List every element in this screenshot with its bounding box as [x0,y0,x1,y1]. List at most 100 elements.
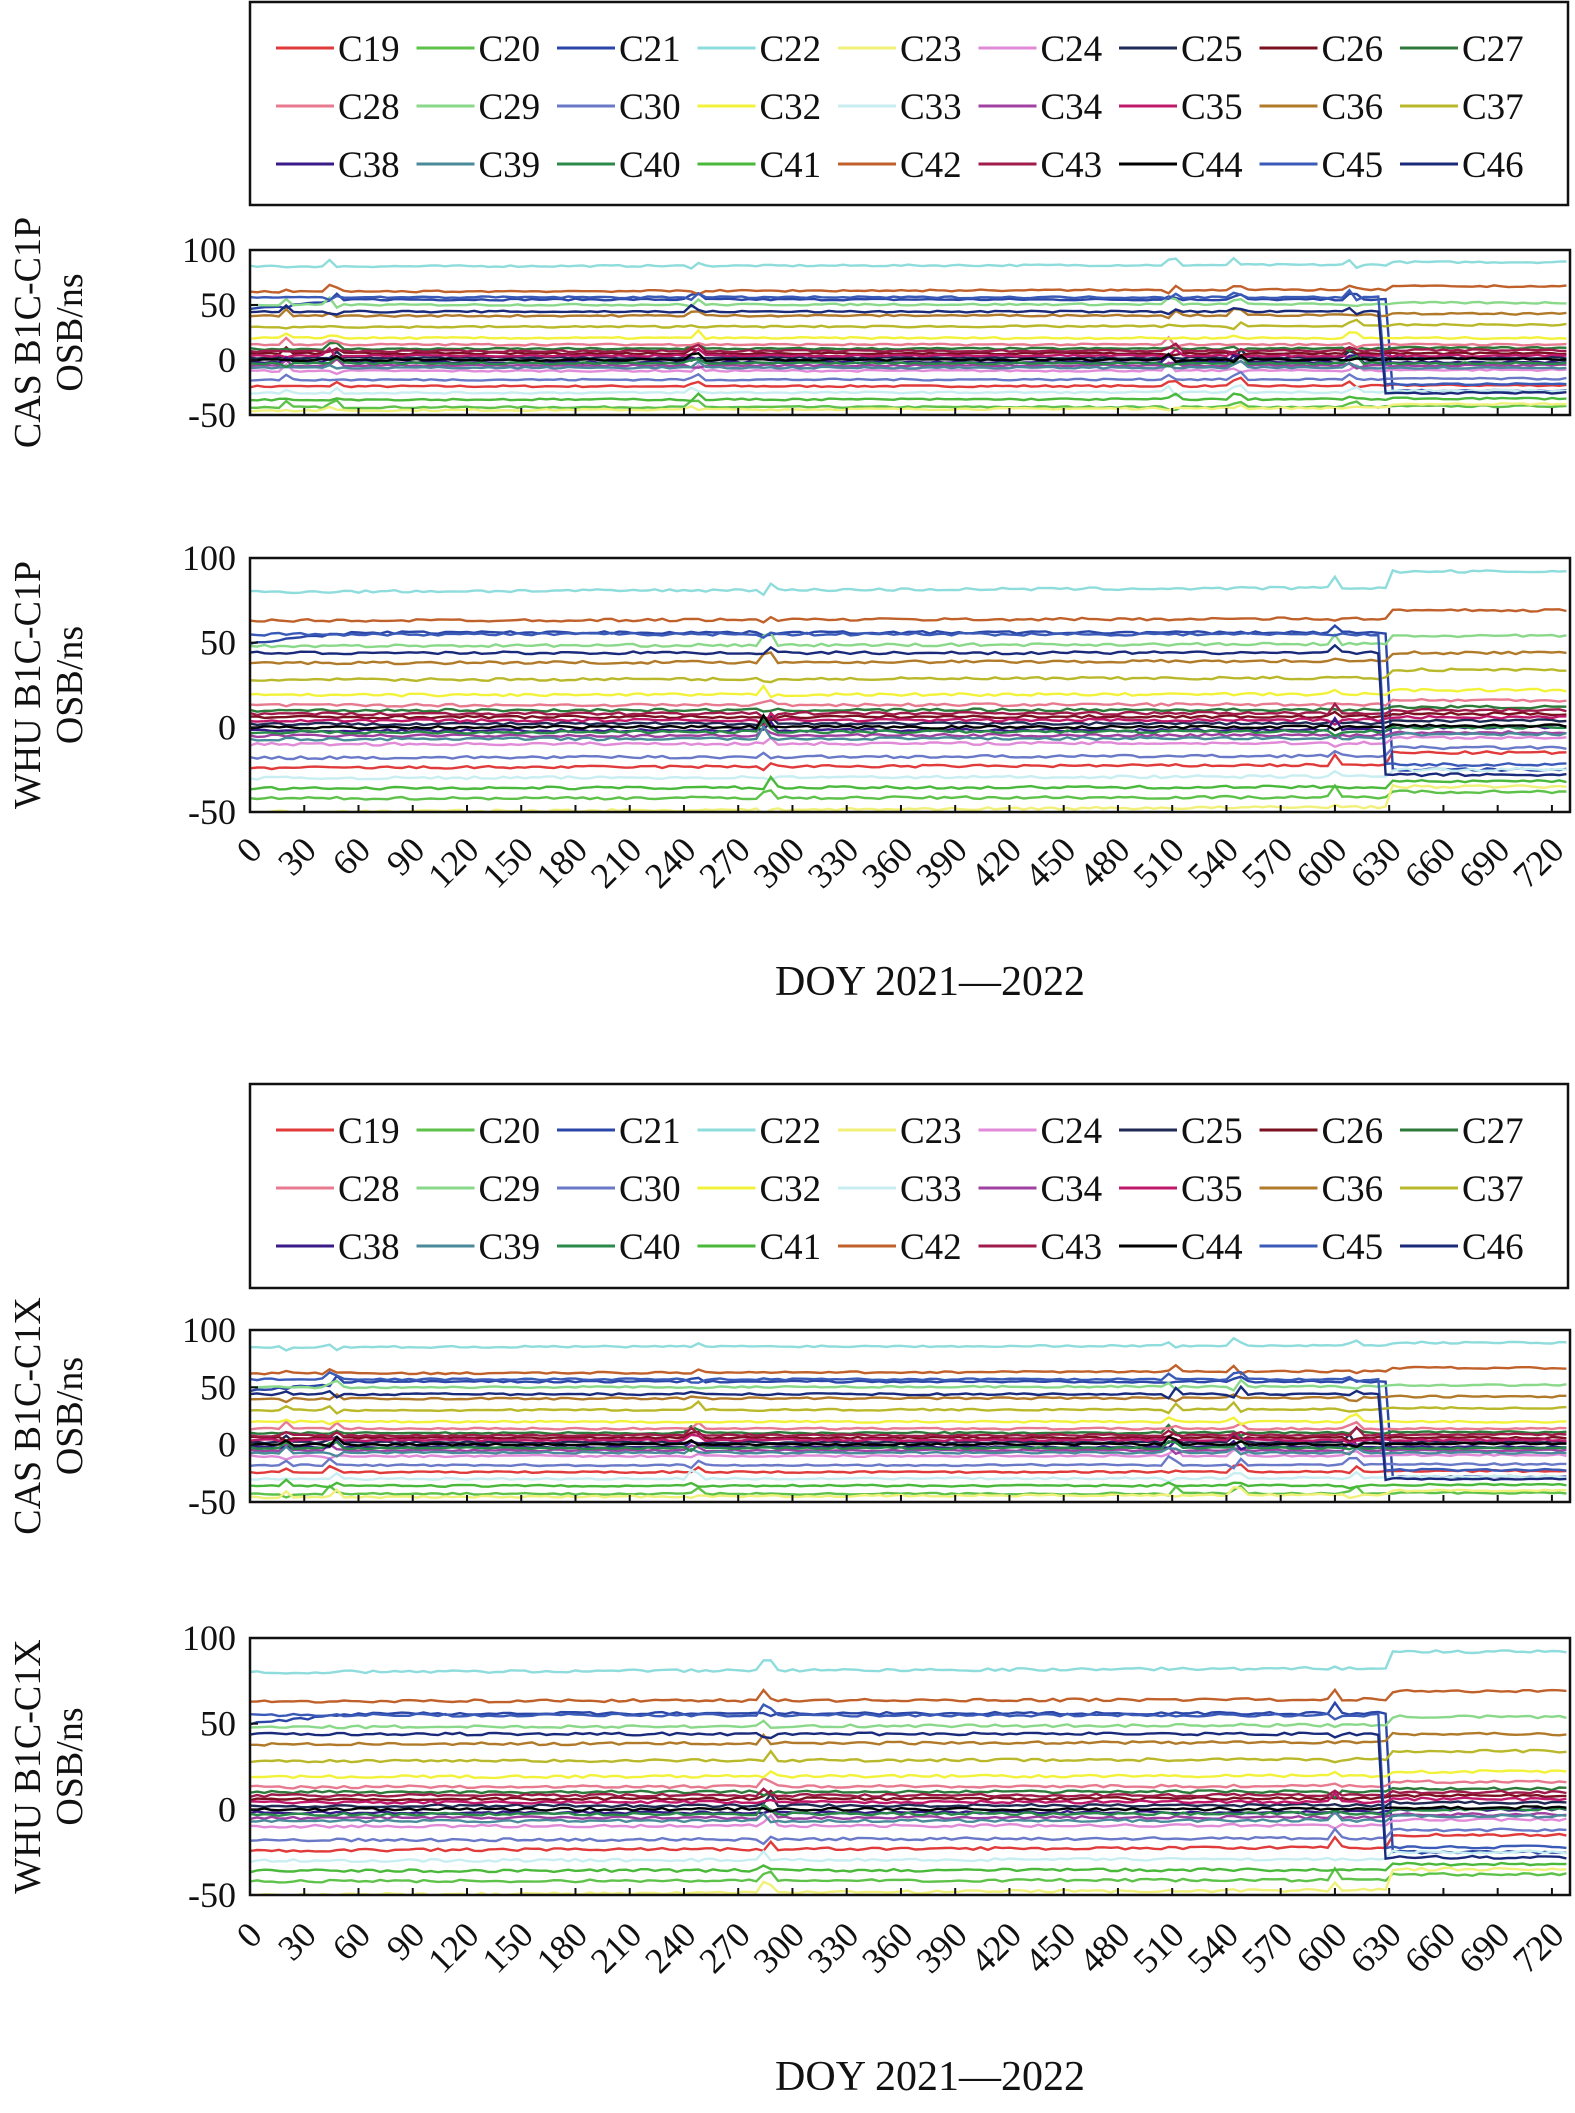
legend-label: C26 [1322,29,1384,70]
series-line-c34 [250,726,1567,740]
legend-label: C27 [1462,1111,1524,1152]
x-tick-label: 660 [1397,1914,1463,1980]
series-line-c29 [250,295,1567,310]
series-line-c21 [250,1374,1567,1479]
plot-frame [248,1328,1572,1504]
x-axis-label: DOY 2021—2022 [775,959,1085,1005]
series-line-c35 [250,1791,1567,1805]
x-tick-label: 420 [963,1914,1029,1980]
legend-label: C38 [338,1227,400,1268]
legend-item-c42: C42 [838,1227,962,1268]
series-line-c19 [250,1832,1567,1853]
legend-label: C32 [760,87,822,128]
series-line-c28 [250,697,1567,708]
legend-item-c34: C34 [978,87,1102,128]
x-tick-label: 630 [1342,829,1408,895]
series-line-c37 [250,667,1567,684]
y-axis-label-line2: OSB/ns [49,1357,91,1475]
series-line-c39 [250,1809,1567,1824]
x-tick-label: 450 [1017,1914,1083,1980]
series-line-c36 [250,650,1567,666]
legend-item-c25: C25 [1119,29,1243,70]
series-line-c28 [250,1776,1567,1790]
series-line-c33 [250,767,1567,782]
legend-label: C28 [338,87,400,128]
legend-label: C40 [619,1227,681,1268]
series-line-c20 [250,398,1567,412]
series-line-c30 [250,370,1567,382]
x-tick-label: 90 [379,829,433,883]
series-line-c19 [250,1463,1567,1475]
x-tick-label: 690 [1451,1914,1517,1980]
legend-label: C24 [1041,1111,1103,1152]
legend-item-c41: C41 [697,1227,821,1268]
legend-item-c37: C37 [1400,87,1524,128]
series-line-c20 [250,1484,1567,1499]
legend-label: C43 [1041,1227,1103,1268]
legend-item-c45: C45 [1259,145,1384,186]
legend-item-c24: C24 [978,29,1102,70]
series-line-c41 [250,391,1567,403]
legend-item-c21: C21 [557,1111,681,1152]
series-line-c38 [250,715,1567,734]
series-line-c26 [250,710,1567,722]
x-tick-label: 90 [379,1914,433,1968]
y-axis-label-line1: WHU B1C-C1X [7,1639,49,1893]
legend-label: C45 [1322,1227,1384,1268]
series-line-c32 [250,328,1567,341]
legend-label: C45 [1322,145,1384,186]
x-tick-label: 210 [583,829,649,895]
legend-label: C33 [900,1169,962,1210]
legend-label: C35 [1181,1169,1243,1210]
series-line-c25 [250,714,1567,727]
legend-label: C26 [1322,1111,1384,1152]
series-line-c23 [250,783,1567,812]
legend-item-c33: C33 [838,1169,962,1210]
legend-item-c41: C41 [697,145,821,186]
legend-label: C22 [760,1111,822,1152]
legend-item-c28: C28 [276,87,400,128]
x-tick-label: 480 [1071,1914,1137,1980]
legend-label: C37 [1462,87,1524,128]
legend-label: C21 [619,29,681,70]
legend-label: C29 [479,87,541,128]
x-tick-label: 270 [691,829,757,895]
series-line-c30 [250,745,1567,761]
legend-item-c44: C44 [1119,1227,1243,1268]
legend-item-c35: C35 [1119,87,1243,128]
x-tick-label: 600 [1288,829,1354,895]
y-tick-label: 0 [218,1425,236,1465]
x-tick-label: 390 [908,829,974,895]
y-tick-label: -50 [188,1875,236,1915]
x-tick-label: 420 [963,829,1029,895]
x-tick-label: 210 [583,1914,649,1980]
legend-item-c19: C19 [276,29,400,70]
x-tick-label: 30 [270,1914,324,1968]
series-line-c29 [250,631,1567,649]
series-line-c27 [250,341,1567,353]
series-line-c27 [250,704,1567,713]
series-line-c33 [250,1849,1567,1864]
y-tick-label: -50 [188,1482,236,1522]
legend-item-c38: C38 [276,1227,400,1268]
series-line-c24 [250,735,1567,749]
legend-frame [248,0,1570,207]
x-tick-label: 450 [1017,829,1083,895]
x-tick-label: 510 [1125,1914,1191,1980]
series-line-c32 [250,1769,1567,1780]
series-lines [250,1336,1567,1500]
series-line-c21 [250,292,1567,393]
y-tick-label: -50 [188,792,236,832]
legend-item-c22: C22 [697,1111,822,1152]
series-line-c44 [250,1805,1567,1813]
y-tick-label: 100 [182,1310,236,1350]
series-line-c33 [250,1468,1567,1484]
legend-item-c29: C29 [416,87,541,128]
series-line-c45 [250,288,1567,387]
x-tick-label: 240 [637,829,703,895]
series-line-c37 [250,1748,1567,1764]
series-line-c36 [250,1393,1567,1404]
series-line-c20 [250,783,1567,801]
legend-item-c40: C40 [557,1227,681,1268]
